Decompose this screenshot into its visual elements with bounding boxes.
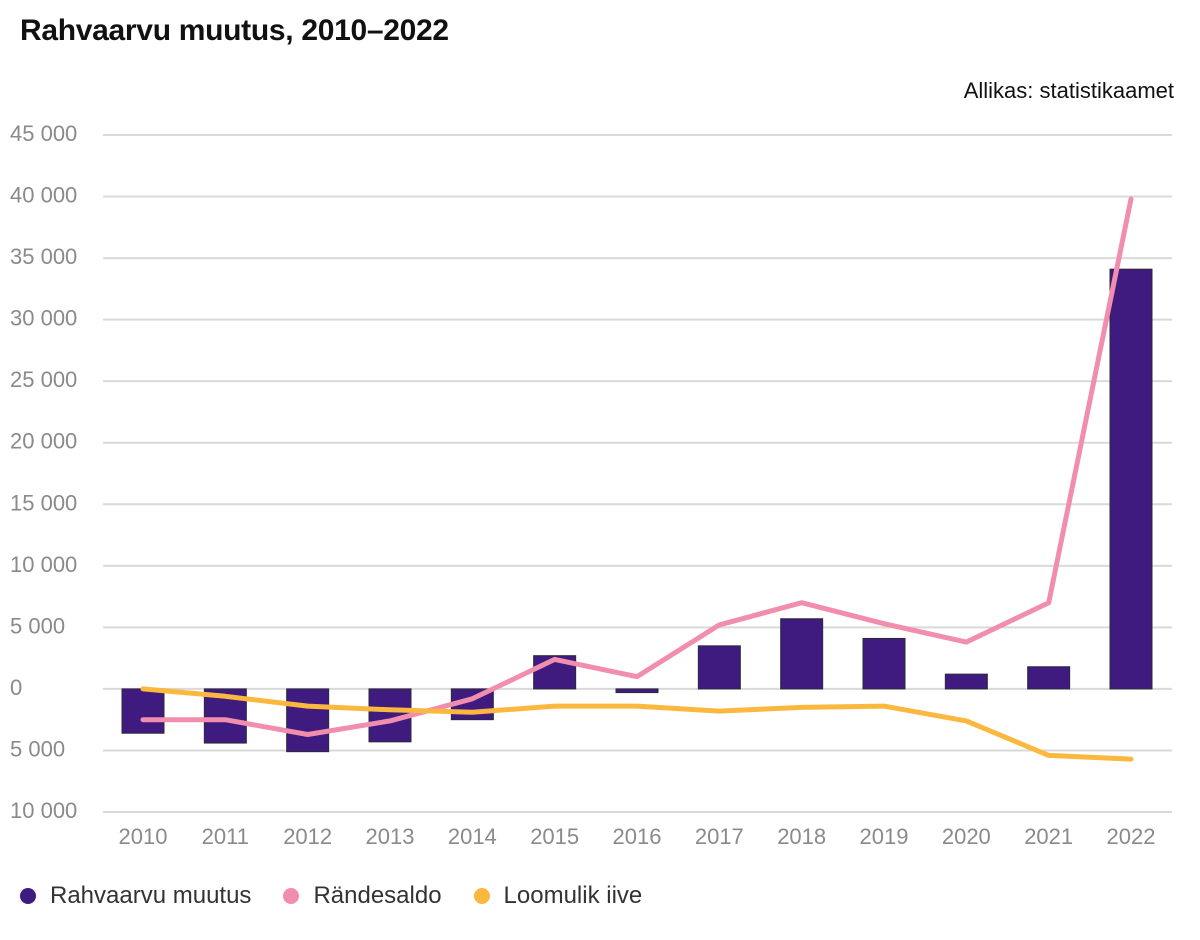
y-tick-label: 10 000: [10, 552, 77, 577]
y-tick-label: 40 000: [10, 183, 77, 208]
bar-2016[interactable]: [615, 688, 659, 694]
legend: Rahvaarvu muutus Rändesaldo Loomulik iiv…: [20, 882, 674, 910]
legend-label: Rahvaarvu muutus: [50, 882, 252, 909]
x-tick-label: 2016: [613, 824, 662, 849]
y-tick-label: 5 000: [10, 613, 65, 638]
y-tick-label: 15 000: [10, 490, 77, 515]
y-tick-label: 35 000: [10, 244, 77, 269]
bar-2012[interactable]: [286, 688, 330, 753]
legend-item-rahvaarvu-muutus[interactable]: Rahvaarvu muutus: [20, 882, 251, 910]
line-series-2[interactable]: [140, 686, 1134, 762]
y-tick-label: 5 000: [10, 736, 65, 761]
chart-title: Rahvaarvu muutus, 2010–2022: [20, 14, 449, 47]
x-tick-label: 2017: [695, 824, 744, 849]
line-series-1[interactable]: [140, 196, 1134, 737]
x-tick-label: 2011: [202, 824, 249, 849]
bar-2022[interactable]: [1109, 268, 1153, 690]
x-tick-label: 2010: [119, 824, 168, 849]
bar-series: [121, 268, 1153, 753]
x-tick-label: 2019: [860, 824, 909, 849]
legend-dot-icon: [473, 888, 490, 904]
bar-2020[interactable]: [944, 673, 988, 690]
x-axis-ticks: 2010 2011 2012 2013 2014 2015 2016 2017 2018 2019…: [119, 824, 1156, 849]
x-tick-label: 2013: [366, 824, 415, 849]
line-series: [140, 196, 1134, 762]
bar-2010[interactable]: [121, 688, 165, 734]
y-tick-label: 0: [10, 675, 22, 700]
bar-2018[interactable]: [780, 618, 824, 690]
y-axis-ticks: 45 000 40 000 35 000 30 000 25 000 20 000 15 0…: [10, 121, 77, 823]
bar-2021[interactable]: [1027, 666, 1071, 690]
x-tick-label: 2014: [448, 824, 497, 849]
bar-2017[interactable]: [697, 645, 741, 690]
bar-2019[interactable]: [862, 637, 906, 690]
y-tick-label: 20 000: [10, 429, 77, 454]
y-tick-label: 10 000: [10, 798, 77, 823]
x-tick-label: 2020: [942, 824, 991, 849]
legend-dot-icon: [283, 888, 300, 904]
legend-label: Rändesaldo: [313, 882, 442, 909]
legend-item-loomulik-iive[interactable]: Loomulik iive: [473, 882, 643, 910]
x-tick-label: 2018: [777, 824, 826, 849]
chart-source: Allikas: statistikaamet: [963, 78, 1174, 103]
x-tick-label: 2015: [530, 824, 579, 849]
y-tick-label: 25 000: [10, 367, 77, 392]
y-tick-label: 45 000: [10, 121, 77, 146]
x-tick-label: 2021: [1024, 824, 1073, 849]
legend-dot-icon: [20, 888, 36, 904]
x-tick-label: 2022: [1107, 824, 1156, 849]
gridlines: [103, 134, 1172, 813]
chart: 45 000 40 000 35 000 30 000 25 000 20 000 15 0…: [10, 121, 1172, 849]
x-tick-label: 2012: [283, 824, 332, 849]
legend-item-randesaldo[interactable]: Rändesaldo: [283, 882, 442, 910]
y-tick-label: 30 000: [10, 306, 77, 331]
legend-label: Loomulik iive: [503, 882, 643, 909]
